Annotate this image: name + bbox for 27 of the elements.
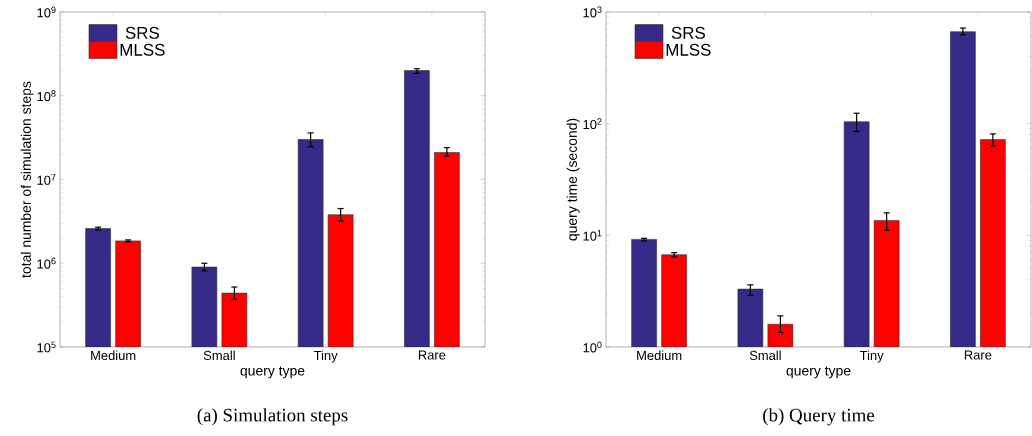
y-tick-label: 10$^{9}$ <box>37 6 56 18</box>
y-tick-label: 10$^{7}$ <box>37 174 56 185</box>
x-tick-label: Small <box>749 350 781 361</box>
x-axis-title: query type <box>240 366 305 379</box>
text: (a) Simulation steps <box>197 408 348 426</box>
y-tick-label: 10$^{1}$ <box>583 229 602 241</box>
legend-label: SRS <box>125 26 159 39</box>
x-tick-label: Rare <box>418 350 446 360</box>
y-axis-title: total number of simulation steps <box>20 81 34 278</box>
y-tick-label: 10$^{6}$ <box>37 257 56 269</box>
x-tick-label: Medium <box>91 350 136 361</box>
x-tick-label: Small <box>203 350 235 361</box>
y-tick-label: 10$^{5}$ <box>37 341 56 353</box>
x-tick-label: Tiny <box>859 350 884 363</box>
y-tick-label: 10$^{0}$ <box>583 341 602 353</box>
x-tick-label: Rare <box>964 350 992 360</box>
legend-label: MLSS <box>120 43 165 56</box>
legend-label: MLSS <box>666 43 711 56</box>
x-tick-label: Tiny <box>313 350 338 363</box>
x-axis-title: query type <box>786 366 851 379</box>
text: (b) Query time <box>763 408 875 426</box>
y-tick-label: 10$^{3}$ <box>583 6 602 18</box>
y-axis-title: query time (second) <box>566 118 580 241</box>
x-tick-label: Medium <box>637 350 682 361</box>
y-tick-label: 10$^{2}$ <box>583 118 602 130</box>
y-tick-label: 10$^{8}$ <box>37 90 56 102</box>
legend-label: SRS <box>671 26 705 39</box>
